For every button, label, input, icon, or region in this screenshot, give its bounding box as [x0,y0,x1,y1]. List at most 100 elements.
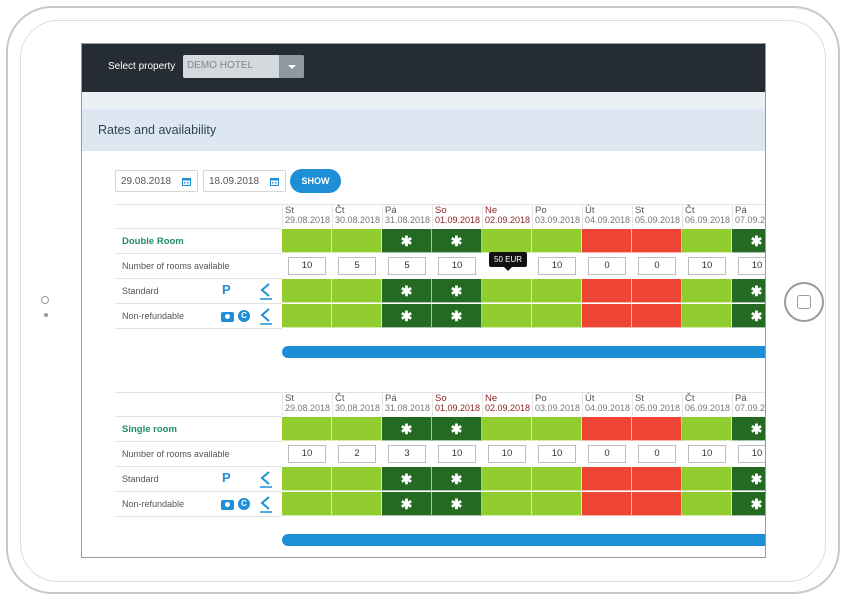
chevron-left-icon[interactable] [259,307,273,325]
rooms-available-input[interactable]: 10 [688,257,726,275]
rooms-available-input[interactable]: 3 [388,445,426,463]
room-status-cell[interactable]: ✱ [382,417,432,441]
rate-cell[interactable] [532,492,582,516]
property-select[interactable]: DEMO HOTEL [183,55,304,78]
room-status-cell[interactable]: ✱ [432,229,482,253]
room-status-cell[interactable]: ✱ [382,229,432,253]
rate-cell[interactable] [582,279,632,303]
room-status-cell[interactable] [682,229,732,253]
rate-cell[interactable] [582,492,632,516]
rate-cell[interactable]: ✱ [382,279,432,303]
rate-cell[interactable]: ✱ [382,304,432,328]
rooms-available-input[interactable]: 10 [688,445,726,463]
room-name[interactable]: Double Room [122,236,184,247]
rate-cell[interactable] [482,304,532,328]
rate-cell[interactable] [532,279,582,303]
room-status-cell[interactable] [582,229,632,253]
room-status-cell[interactable] [332,417,382,441]
rate-cell[interactable] [682,279,732,303]
rate-cell[interactable]: ✱ [432,492,482,516]
rate-cell[interactable] [682,467,732,491]
rooms-available-input[interactable]: 0 [638,257,676,275]
rooms-available-input[interactable]: 10 [438,257,476,275]
rooms-available-input[interactable]: 0 [588,257,626,275]
horizontal-scrollbar[interactable] [282,346,765,358]
rate-cell[interactable]: ✱ [732,492,765,516]
room-status-cell[interactable]: ✱ [732,417,765,441]
rate-cell[interactable]: ✱ [732,279,765,303]
chevron-left-icon[interactable] [259,495,273,513]
calendar-icon[interactable] [182,177,191,186]
rate-cell[interactable] [282,304,332,328]
room-status-cell[interactable]: ✱ [432,417,482,441]
rate-cell[interactable] [632,279,682,303]
rooms-available-input[interactable]: 10 [538,445,576,463]
room-status-cell[interactable]: ✱ [732,229,765,253]
home-button[interactable] [784,282,824,322]
rate-cell[interactable] [532,304,582,328]
room-status-cell[interactable] [282,417,332,441]
date-from-field[interactable]: 29.08.2018 [115,170,198,192]
rooms-available-input[interactable]: 0 [588,445,626,463]
chevron-down-icon[interactable] [279,55,304,78]
rate-cell[interactable]: ✱ [382,492,432,516]
room-status-cell[interactable] [482,417,532,441]
rate-cell[interactable] [632,304,682,328]
chevron-left-icon[interactable] [259,470,273,488]
currency-icon[interactable]: C [238,498,250,510]
rate-cell[interactable] [282,279,332,303]
rate-cell[interactable] [682,492,732,516]
rooms-available-input[interactable]: 10 [538,257,576,275]
rooms-available-input[interactable]: 5 [388,257,426,275]
chevron-left-icon[interactable] [259,282,273,300]
room-status-cell[interactable] [282,229,332,253]
rooms-available-input[interactable]: 5 [338,257,376,275]
show-button[interactable]: SHOW [290,169,341,193]
rate-cell[interactable] [482,492,532,516]
rate-cell[interactable] [332,467,382,491]
room-status-cell[interactable] [482,229,532,253]
calendar-icon[interactable] [270,177,279,186]
room-status-cell[interactable] [582,417,632,441]
rate-cell[interactable] [282,492,332,516]
room-status-cell[interactable] [682,417,732,441]
rate-cell[interactable] [632,492,682,516]
rooms-available-input[interactable]: 10 [288,257,326,275]
room-status-cell[interactable] [332,229,382,253]
room-status-cell[interactable] [532,229,582,253]
rate-cell[interactable] [482,279,532,303]
rate-cell[interactable] [682,304,732,328]
date-to-field[interactable]: 18.09.2018 [203,170,286,192]
parking-icon[interactable]: P [222,282,231,297]
rate-cell[interactable]: ✱ [432,279,482,303]
rate-cell[interactable] [482,467,532,491]
money-icon[interactable] [221,500,234,510]
rate-cell[interactable]: ✱ [432,467,482,491]
rate-cell[interactable] [332,492,382,516]
rooms-available-input[interactable]: 10 [738,257,765,275]
rate-cell[interactable]: ✱ [732,304,765,328]
parking-icon[interactable]: P [222,470,231,485]
rooms-available-input[interactable]: 10 [438,445,476,463]
rooms-available-input[interactable]: 0 [638,445,676,463]
rate-cell[interactable] [332,304,382,328]
rate-cell[interactable]: ✱ [382,467,432,491]
rooms-available-input[interactable]: 10 [488,445,526,463]
rate-cell[interactable]: ✱ [732,467,765,491]
rate-cell[interactable]: ✱ [432,304,482,328]
rate-cell[interactable] [332,279,382,303]
currency-icon[interactable]: C [238,310,250,322]
rate-cell[interactable] [282,467,332,491]
rooms-available-input[interactable]: 2 [338,445,376,463]
room-status-cell[interactable] [532,417,582,441]
rate-cell[interactable] [532,467,582,491]
money-icon[interactable] [221,312,234,322]
rooms-available-input[interactable]: 10 [288,445,326,463]
room-status-cell[interactable] [632,229,682,253]
rate-cell[interactable] [582,467,632,491]
room-name[interactable]: Single room [122,424,177,435]
rooms-available-input[interactable]: 10 [738,445,765,463]
room-status-cell[interactable] [632,417,682,441]
horizontal-scrollbar[interactable] [282,534,765,546]
rate-cell[interactable] [632,467,682,491]
